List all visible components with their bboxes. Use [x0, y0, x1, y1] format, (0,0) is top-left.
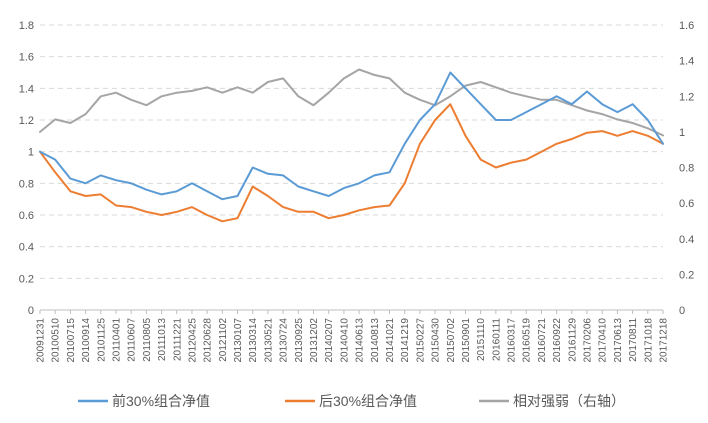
right-tick-label: 1.6: [679, 20, 694, 32]
x-tick-label: 20150702: [446, 318, 457, 363]
x-tick-label: 20160922: [552, 318, 563, 363]
series-lines: [39, 68, 664, 223]
left-tick-label: 0.2: [19, 273, 34, 285]
left-tick-label: 1.8: [19, 20, 34, 32]
series-line-2: [39, 103, 664, 223]
right-y-axis: 0 0.2 0.4 0.6 0.8 1 1.2 1.4 1.6: [679, 20, 694, 317]
left-y-axis: 0 0.2 0.4 0.6 0.8 1 1.2 1.4 1.6 1.8: [19, 20, 34, 317]
left-tick-label: 0.8: [19, 178, 34, 190]
x-tick-label: 20151110: [476, 318, 487, 361]
x-tick-label: 20100914: [81, 318, 92, 363]
x-tick-label: 20150227: [415, 318, 426, 363]
x-tick-label: 20150901: [461, 318, 472, 363]
left-tick-label: 1.2: [19, 115, 34, 127]
x-tick-label: 20160519: [522, 318, 533, 363]
x-tick-label: 20160111: [491, 318, 502, 361]
x-tick-label: 20111221: [172, 318, 183, 361]
x-axis: 20091231 20100510 20100715 20100914 20101125…: [36, 310, 670, 363]
x-tick-label: 20130107: [233, 318, 244, 363]
legend: 前30%组合净值 后30%组合净值 相对强弱（右轴）: [78, 393, 625, 409]
left-tick-label: 1: [28, 147, 34, 159]
x-tick-label: 20141219: [400, 318, 411, 363]
right-tick-label: 0.8: [679, 163, 694, 175]
legend-label: 后30%组合净值: [319, 393, 417, 409]
x-tick-label: 20160317: [507, 318, 518, 363]
left-tick-label: 1.4: [19, 83, 34, 95]
x-tick-label: 20170811: [628, 318, 639, 362]
x-tick-label: 20140207: [324, 318, 335, 363]
right-tick-label: 1.2: [679, 91, 694, 103]
x-tick-label: 20130314: [248, 318, 259, 363]
series-line-1: [39, 71, 664, 201]
x-tick-label: 20130925: [294, 318, 305, 363]
x-tick-label: 20110805: [142, 318, 153, 362]
x-tick-label: 20141021: [385, 318, 396, 363]
x-tick-label: 20171218: [659, 318, 670, 363]
legend-label: 前30%组合净值: [112, 393, 210, 409]
left-tick-label: 1.6: [19, 52, 34, 64]
x-tick-label: 20121102: [218, 318, 229, 362]
x-tick-label: 20140613: [355, 318, 366, 363]
gridlines: [40, 24, 663, 311]
right-tick-label: 0.2: [679, 269, 694, 281]
left-tick-label: 0.4: [19, 242, 34, 254]
left-tick-label: 0.6: [19, 210, 34, 222]
x-tick-label: 20170410: [598, 318, 609, 363]
x-tick-label: 20171018: [643, 318, 654, 363]
x-tick-label: 20140813: [370, 318, 381, 363]
right-tick-label: 0: [679, 305, 685, 317]
x-tick-label: 20131202: [309, 318, 320, 363]
right-tick-label: 1.4: [679, 56, 694, 68]
x-tick-label: 20110607: [127, 318, 138, 362]
x-tick-label: 20170206: [583, 318, 594, 363]
series-line-3: [39, 68, 664, 137]
x-tick-label: 20130521: [263, 318, 274, 363]
legend-label: 相对强弱（右轴）: [513, 393, 625, 409]
left-tick-label: 0: [28, 305, 34, 317]
x-tick-label: 20161129: [567, 318, 578, 362]
x-tick-label: 20110401: [111, 318, 122, 362]
right-tick-label: 1: [679, 127, 685, 139]
x-tick-label: 20091231: [36, 318, 47, 363]
x-tick-label: 20170613: [613, 318, 624, 363]
x-tick-label: 20120425: [187, 318, 198, 363]
x-tick-label: 20120628: [203, 318, 214, 363]
x-tick-label: 20160721: [537, 318, 548, 363]
x-tick-label: 20130724: [279, 318, 290, 363]
x-tick-label: 20101125: [96, 318, 107, 362]
x-tick-label: 20100510: [51, 318, 62, 363]
x-tick-label: 20111013: [157, 318, 168, 361]
x-tick-label: 20140410: [339, 318, 350, 363]
right-tick-label: 0.4: [679, 234, 694, 246]
x-tick-label: 20150430: [431, 318, 442, 363]
x-tick-label: 20100715: [66, 318, 77, 363]
right-tick-label: 0.6: [679, 198, 694, 210]
